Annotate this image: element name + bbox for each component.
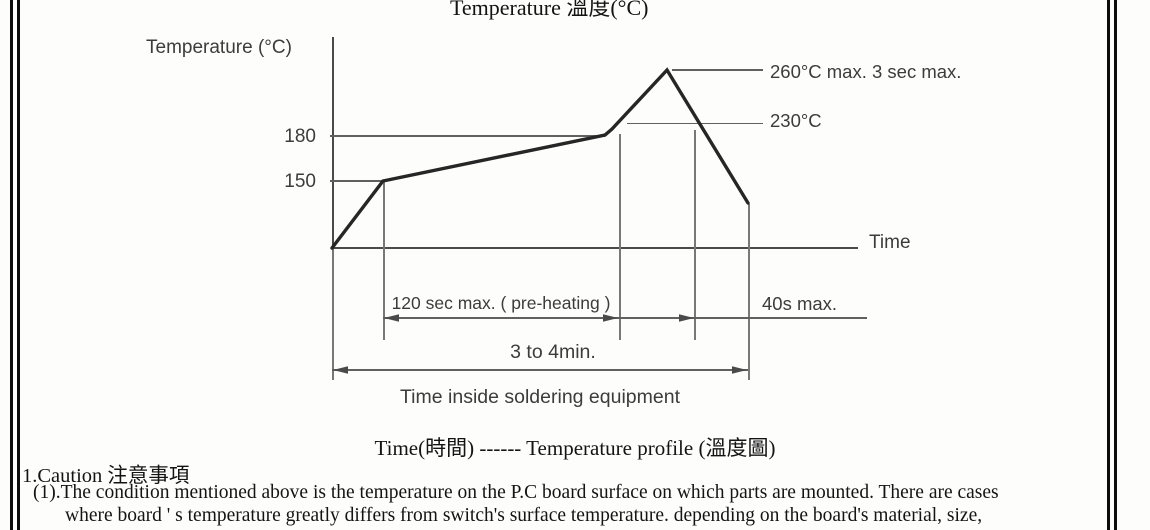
vline-230-cross	[694, 130, 696, 340]
page-border-right-inner	[1107, 0, 1110, 530]
gridline-180	[330, 135, 605, 137]
caution-heading: 1.Caution 注意事項	[22, 465, 190, 487]
caution-paragraph-line2: where board ' s temperature greatly diff…	[65, 505, 983, 526]
gridline-150	[330, 180, 383, 182]
y-axis-line	[332, 37, 334, 249]
annotation-230: 230°C	[770, 110, 822, 131]
figure-caption: Time(時間) ------ Temperature profile (溫度圖…	[374, 436, 776, 460]
equipment-label: Time inside soldering equipment	[399, 386, 680, 408]
caution-paragraph-line1: (1).The condition mentioned above is the…	[33, 482, 999, 503]
chart-title: Temperature 溫度(°C)	[450, 0, 649, 20]
page-border-right-outer	[1114, 0, 1117, 530]
x-axis-label: Time	[869, 232, 911, 253]
vline-180-end	[619, 134, 621, 340]
ytick-150: 150	[284, 171, 316, 192]
dimension-line-preheat-40s	[383, 317, 867, 319]
page-border-left-inner	[17, 0, 20, 530]
refline-230	[627, 122, 763, 125]
page-border-left-outer	[10, 0, 13, 530]
y-axis-label: Temperature (°C)	[146, 37, 292, 58]
profile-curve	[330, 67, 750, 250]
dim-label-40s: 40s max.	[762, 293, 838, 314]
vline-150-point	[383, 182, 385, 340]
vline-curve-end	[748, 204, 750, 380]
dim-label-total: 3 to 4min.	[510, 341, 596, 363]
vline-origin-ext	[332, 249, 334, 380]
refline-260	[672, 69, 763, 71]
x-axis-line	[332, 247, 858, 249]
dimension-line-total	[332, 369, 748, 371]
dim-label-preheat: 120 sec max. ( pre-heating )	[391, 293, 611, 313]
annotation-260: 260°C max. 3 sec max.	[770, 61, 962, 82]
ytick-180: 180	[284, 126, 316, 147]
